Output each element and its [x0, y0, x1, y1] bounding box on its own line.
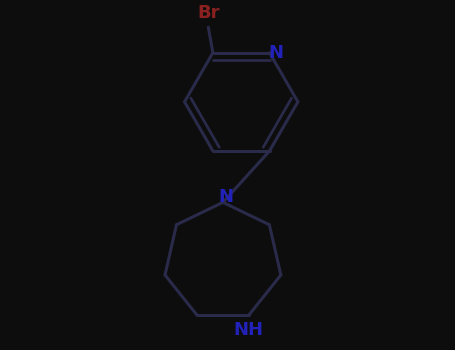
- Text: N: N: [218, 188, 233, 206]
- Text: N: N: [268, 44, 283, 62]
- Text: Br: Br: [197, 4, 220, 22]
- Text: NH: NH: [234, 321, 264, 339]
